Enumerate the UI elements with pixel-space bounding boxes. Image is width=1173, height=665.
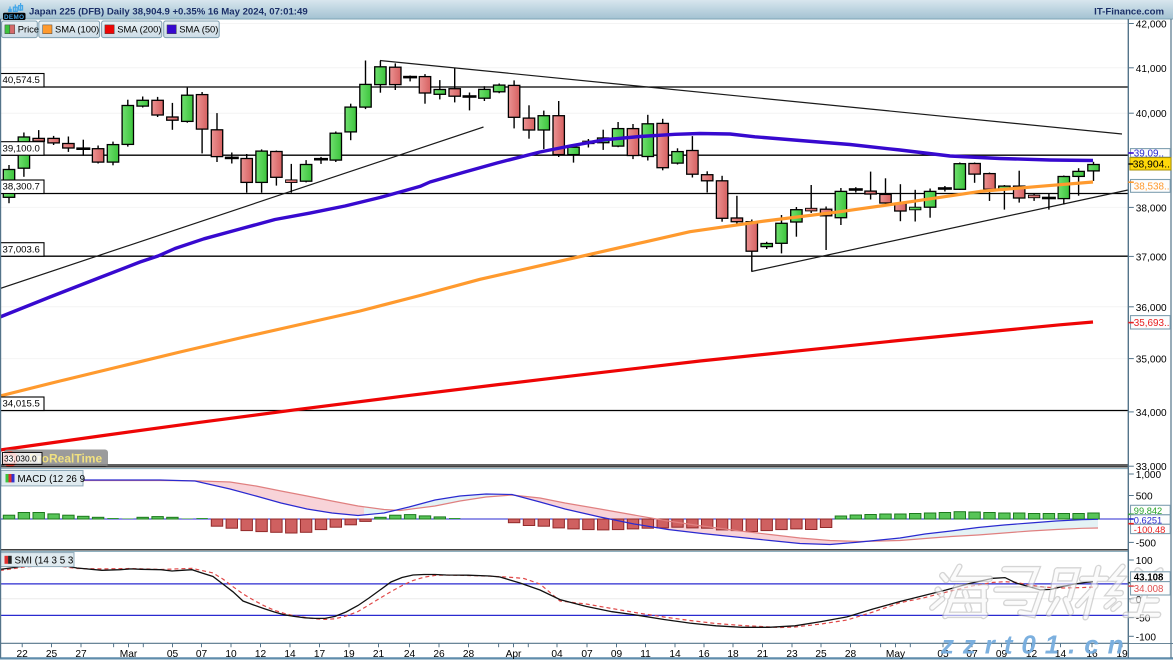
svg-text:99.842: 99.842 bbox=[1134, 506, 1162, 516]
svg-text:500: 500 bbox=[1136, 492, 1153, 503]
svg-text:SMI (14 3 5 3: SMI (14 3 5 3 bbox=[15, 555, 74, 566]
svg-text:21: 21 bbox=[373, 649, 385, 660]
svg-text:26: 26 bbox=[433, 649, 445, 660]
svg-text:-50: -50 bbox=[1136, 614, 1151, 625]
svg-text:12: 12 bbox=[255, 649, 267, 660]
svg-text:16: 16 bbox=[698, 649, 710, 660]
svg-text:07: 07 bbox=[966, 649, 978, 660]
svg-text:27: 27 bbox=[75, 649, 87, 660]
svg-text:37,003.6: 37,003.6 bbox=[3, 244, 40, 255]
svg-text:100: 100 bbox=[1136, 556, 1153, 567]
svg-text:SMA (50): SMA (50) bbox=[179, 24, 218, 35]
svg-text:38,904..: 38,904.. bbox=[1133, 159, 1170, 170]
svg-text:04: 04 bbox=[551, 649, 563, 660]
svg-text:ProRealTime: ProRealTime bbox=[29, 451, 102, 465]
svg-text:18: 18 bbox=[727, 649, 739, 660]
svg-text:07: 07 bbox=[196, 649, 208, 660]
svg-text:35,000: 35,000 bbox=[1136, 355, 1167, 366]
svg-text:SMA (100): SMA (100) bbox=[55, 24, 99, 35]
svg-text:05: 05 bbox=[937, 649, 949, 660]
svg-text:25: 25 bbox=[815, 649, 827, 660]
svg-text:34,015.5: 34,015.5 bbox=[3, 399, 40, 410]
svg-text:19: 19 bbox=[343, 649, 355, 660]
svg-text:37,000: 37,000 bbox=[1136, 252, 1167, 263]
svg-text:23: 23 bbox=[786, 649, 798, 660]
svg-text:43.108: 43.108 bbox=[1134, 573, 1164, 584]
svg-text:28: 28 bbox=[845, 649, 857, 660]
svg-text:24: 24 bbox=[404, 649, 416, 660]
svg-text:Apr: Apr bbox=[506, 649, 522, 660]
svg-text:zzrt01.cn: zzrt01.cn bbox=[940, 630, 1132, 660]
svg-text:-100.48: -100.48 bbox=[1134, 525, 1166, 535]
svg-text:22: 22 bbox=[17, 649, 29, 660]
svg-text:38,538..: 38,538.. bbox=[1134, 182, 1170, 193]
svg-text:34,000: 34,000 bbox=[1136, 408, 1167, 419]
svg-text:MACD (12 26 9: MACD (12 26 9 bbox=[18, 474, 86, 485]
svg-text:34.008: 34.008 bbox=[1134, 584, 1164, 595]
svg-text:SMA (200): SMA (200) bbox=[117, 24, 161, 35]
svg-text:1,000: 1,000 bbox=[1136, 470, 1162, 481]
svg-text:38,300.7: 38,300.7 bbox=[3, 182, 40, 193]
svg-text:14: 14 bbox=[1055, 649, 1067, 660]
svg-text:14: 14 bbox=[284, 649, 296, 660]
svg-text:11: 11 bbox=[640, 649, 651, 660]
svg-text:40,574.5: 40,574.5 bbox=[3, 75, 40, 86]
svg-text:Mar: Mar bbox=[120, 649, 138, 660]
svg-text:12: 12 bbox=[1026, 649, 1038, 660]
svg-text:0.6251: 0.6251 bbox=[1134, 515, 1162, 525]
svg-text:25: 25 bbox=[46, 649, 58, 660]
svg-text:10: 10 bbox=[225, 649, 237, 660]
svg-text:May: May bbox=[886, 649, 906, 660]
svg-text:41,000: 41,000 bbox=[1136, 64, 1167, 75]
svg-text:Price: Price bbox=[18, 24, 39, 35]
svg-text:28: 28 bbox=[463, 649, 475, 660]
svg-text:33,000: 33,000 bbox=[1136, 462, 1167, 473]
svg-text:-100: -100 bbox=[1136, 632, 1157, 643]
svg-text:40,000: 40,000 bbox=[1136, 109, 1167, 120]
svg-text:14: 14 bbox=[669, 649, 681, 660]
svg-text:19: 19 bbox=[1116, 649, 1128, 660]
svg-text:38,000: 38,000 bbox=[1136, 203, 1167, 214]
svg-text:16: 16 bbox=[1086, 649, 1098, 660]
svg-text:IT-Finance.com: IT-Finance.com bbox=[1094, 7, 1164, 18]
svg-text:39,09..: 39,09.. bbox=[1134, 149, 1164, 160]
svg-text:39,100.0: 39,100.0 bbox=[3, 143, 40, 154]
svg-text:42,000: 42,000 bbox=[1136, 20, 1167, 31]
svg-text:-500: -500 bbox=[1136, 538, 1157, 549]
svg-text:DEMO: DEMO bbox=[4, 14, 25, 21]
svg-text:21: 21 bbox=[757, 649, 769, 660]
svg-text:05: 05 bbox=[167, 649, 179, 660]
svg-text:35,693..: 35,693.. bbox=[1134, 318, 1170, 329]
svg-text:09: 09 bbox=[611, 649, 623, 660]
svg-text:33,030.0: 33,030.0 bbox=[4, 454, 37, 464]
svg-text:07: 07 bbox=[581, 649, 593, 660]
svg-text:17: 17 bbox=[314, 649, 326, 660]
svg-text:Japan 225 (DFB) Daily 38,904.9: Japan 225 (DFB) Daily 38,904.9 +0.35% 16… bbox=[29, 7, 308, 18]
svg-text:09: 09 bbox=[996, 649, 1008, 660]
svg-text:36,000: 36,000 bbox=[1136, 303, 1167, 314]
